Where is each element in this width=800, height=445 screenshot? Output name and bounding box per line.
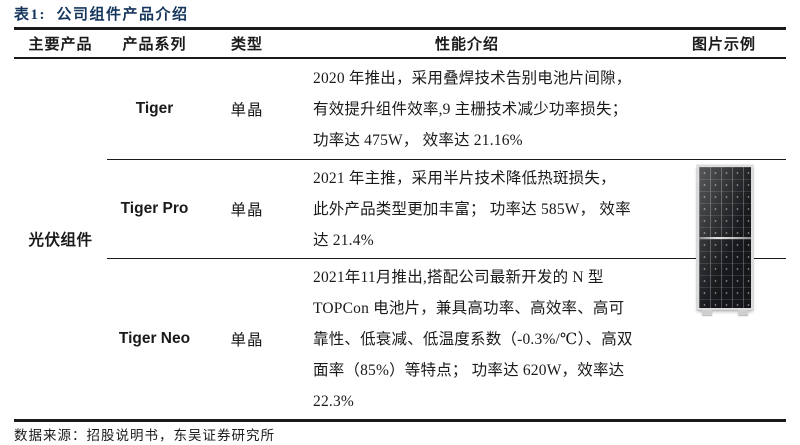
- header-main-product: 主要产品: [28, 37, 93, 53]
- solar-panel-mid-rail: [699, 236, 751, 239]
- cell-series-tiger: Tiger: [135, 100, 174, 117]
- cell-performance-tiger: 2020 年推出，采用叠焊技术告别电池片间隙， 有效提升组件效率,9 主栅技术减…: [313, 69, 632, 149]
- table-body: 光伏组件 Tiger 单晶 2020 年推出，采用叠焊技术告别电池片间隙， 有效…: [14, 59, 786, 419]
- header-type: 类型: [230, 37, 263, 53]
- table-row-tiger: Tiger 单晶 2020 年推出，采用叠焊技术告别电池片间隙， 有效提升组件效…: [107, 59, 786, 160]
- cell-image-spacer-1: [642, 59, 786, 159]
- cell-type-tiger-pro: 单晶: [230, 202, 264, 219]
- solar-panel-cells: [699, 167, 751, 308]
- solar-panel-foot-left: [702, 310, 712, 315]
- data-source-note: 数据来源：招股说明书，东吴证券研究所: [14, 428, 275, 443]
- cell-performance-tiger-neo: 2021年11月推出,搭配公司最新开发的 N 型 TOPCon 电池片，兼具高功…: [313, 268, 633, 410]
- table-header-row: 主要产品 产品系列 类型 性能介绍 图片示例: [14, 30, 786, 59]
- header-performance: 性能介绍: [434, 37, 499, 53]
- table-rows: Tiger 单晶 2020 年推出，采用叠焊技术告别电池片间隙， 有效提升组件效…: [107, 59, 786, 419]
- table-row-tiger-pro: Tiger Pro 单晶 2021 年主推，采用半片技术降低热斑损失， 此外产品…: [107, 160, 786, 259]
- cell-main-product: 光伏组件: [28, 232, 93, 249]
- cell-series-tiger-neo: Tiger Neo: [118, 330, 191, 347]
- table-title: 表1: 公司组件产品介绍: [14, 7, 189, 23]
- table-row-tiger-neo: Tiger Neo 单晶 2021年11月推出,搭配公司最新开发的 N 型 TO…: [107, 259, 786, 419]
- cell-type-tiger-neo: 单晶: [230, 332, 264, 349]
- solar-panel-foot-right: [738, 310, 748, 315]
- cell-performance-tiger-pro: 2021 年主推，采用半片技术降低热斑损失， 此外产品类型更加丰富； 功率达 5…: [313, 169, 631, 249]
- cell-type-tiger: 单晶: [230, 102, 264, 119]
- solar-panel-image: [697, 165, 753, 315]
- product-table: 主要产品 产品系列 类型 性能介绍 图片示例 光伏组件 Tiger 单晶 202…: [14, 27, 786, 422]
- cell-series-tiger-pro: Tiger Pro: [120, 200, 189, 217]
- header-image: 图片示例: [691, 37, 756, 53]
- header-series: 产品系列: [122, 37, 187, 53]
